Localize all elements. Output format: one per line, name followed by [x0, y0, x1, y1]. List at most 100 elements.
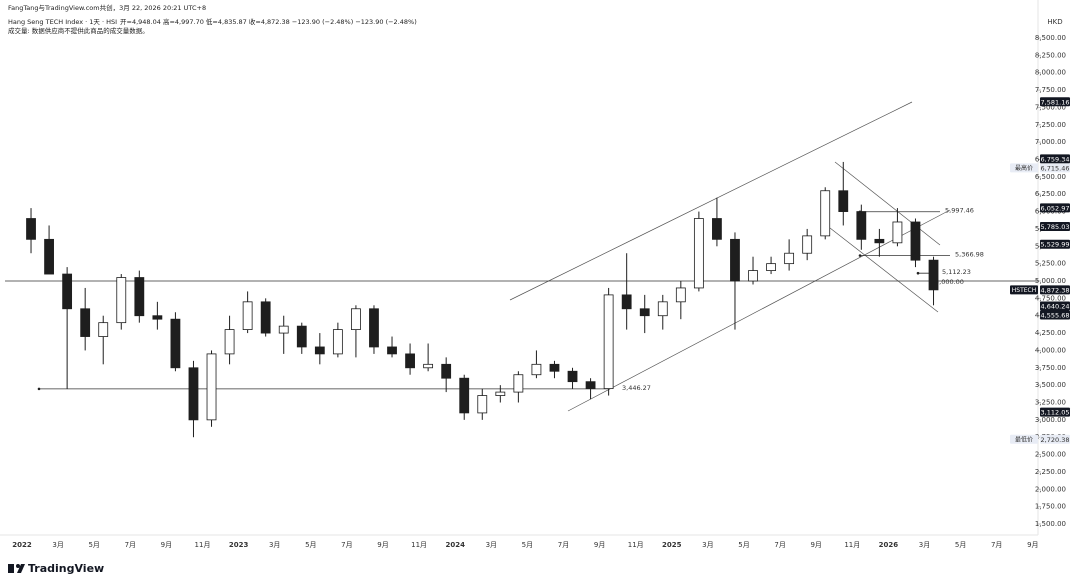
- level-anchor: [916, 271, 920, 275]
- candle-body: [693, 218, 704, 289]
- y-tick-label: 4,750.00: [1035, 294, 1066, 302]
- candle-body: [874, 238, 885, 244]
- candle-body: [242, 301, 253, 331]
- price-tag: HSTECH: [1012, 287, 1036, 294]
- candle-body: [495, 391, 506, 396]
- y-tick-label: 6,500.00: [1035, 173, 1066, 181]
- logo: TradingView: [8, 562, 104, 575]
- level-label: 5,366.98: [955, 251, 984, 259]
- level-label: 5,112.23: [942, 268, 971, 276]
- x-tick-label: 2023: [229, 541, 249, 549]
- y-tick-label: 1,750.00: [1035, 503, 1066, 511]
- candle-body: [928, 259, 939, 291]
- y-tick-label: 5,000.00: [1035, 277, 1066, 285]
- logo-text: TradingView: [28, 562, 104, 575]
- candle-body: [116, 277, 127, 324]
- x-tick-label: 7月: [341, 541, 352, 549]
- candle-body: [910, 221, 921, 261]
- candle-body: [838, 190, 849, 212]
- price-box: [1040, 434, 1070, 444]
- x-tick-label: 7月: [125, 541, 136, 549]
- candle-body: [206, 353, 217, 421]
- candle-body: [332, 329, 343, 355]
- y-tick-label: 6,250.00: [1035, 190, 1066, 198]
- credit: FangTang与TradingView.com共创，3月 22, 2026 2…: [8, 3, 206, 12]
- trend-line: [509, 101, 913, 301]
- candle-body: [513, 374, 524, 393]
- candle-body: [748, 270, 758, 282]
- candle-body: [98, 322, 109, 337]
- candle-body: [892, 221, 903, 244]
- candle-body: [549, 363, 560, 372]
- volume-note: 成交量: 数据供应商不提供此商品的成交量数据。: [8, 26, 149, 35]
- currency: HKD: [1047, 18, 1062, 26]
- price-box: [1040, 203, 1070, 213]
- candle-body: [856, 211, 867, 240]
- x-tick-label: 3月: [919, 541, 930, 549]
- x-tick-label: 5月: [305, 541, 316, 549]
- price-tag: 最低价: [1015, 435, 1033, 443]
- x-tick-label: 11月: [195, 541, 211, 549]
- candle-body: [675, 287, 686, 303]
- candle-body: [477, 395, 488, 414]
- price-label: 6,715.46: [1041, 164, 1070, 172]
- x-tick-label: 5月: [522, 541, 533, 549]
- price-tag-box: [1010, 285, 1038, 295]
- candle-body: [802, 235, 813, 254]
- level-label: 3,446.27: [622, 384, 651, 392]
- candle-body: [188, 367, 199, 421]
- x-tick-label: 3月: [269, 541, 280, 549]
- trend-line: [834, 161, 941, 246]
- candle-body: [351, 308, 361, 330]
- y-tick-label: 2,000.00: [1035, 485, 1066, 493]
- price-box: [1040, 163, 1070, 173]
- x-tick-label: 7月: [774, 541, 785, 549]
- x-tick-label: 9月: [594, 541, 605, 549]
- logo-mark: [8, 564, 14, 573]
- y-tick-label: 8,000.00: [1035, 69, 1066, 77]
- price-label: 5,529.99: [1041, 241, 1070, 249]
- price-label: 3,112.05: [1041, 409, 1070, 417]
- x-tick-label: 5月: [955, 541, 966, 549]
- candle-body: [621, 294, 632, 310]
- candle-body: [730, 238, 740, 282]
- candle-body: [296, 325, 307, 348]
- candle-body: [784, 252, 795, 265]
- y-tick-label: 3,250.00: [1035, 399, 1066, 407]
- symbol: Hang Seng TECH Index · 1天 · HSI: [8, 18, 117, 26]
- candle-body: [170, 318, 181, 369]
- logo-mark: [17, 564, 25, 573]
- candle-body: [820, 190, 831, 237]
- price-box: [1040, 239, 1070, 249]
- y-tick-label: 7,500.00: [1035, 103, 1066, 111]
- x-tick-label: 11月: [844, 541, 860, 549]
- price-box: [1040, 407, 1070, 417]
- candle-body: [531, 363, 542, 376]
- x-tick-label: 9月: [161, 541, 172, 549]
- level-anchor: [858, 254, 862, 257]
- x-tick-label: 11月: [411, 541, 427, 549]
- x-tick-label: 2024: [445, 541, 465, 549]
- y-tick-label: 4,000.00: [1035, 346, 1066, 354]
- y-tick-label: 2,250.00: [1035, 468, 1066, 476]
- candle-body: [459, 377, 470, 414]
- candle-body: [224, 329, 235, 355]
- candle-body: [62, 273, 73, 310]
- price-box: [1040, 97, 1070, 107]
- price-label: 4,555.68: [1041, 311, 1070, 319]
- candle-body: [134, 277, 145, 317]
- price-label: 6,052.97: [1041, 204, 1070, 212]
- level-label: 5,000.00: [935, 278, 964, 286]
- price-label: 7,581.16: [1041, 98, 1070, 106]
- logo-mark: [16, 564, 20, 568]
- x-tick-label: 9月: [1027, 541, 1038, 549]
- y-tick-label: 4,250.00: [1035, 329, 1066, 337]
- y-tick-label: 3,750.00: [1035, 364, 1066, 372]
- y-tick-label: 1,500.00: [1035, 520, 1066, 528]
- candle-body: [657, 301, 668, 317]
- candle-body: [278, 325, 289, 334]
- candle-body: [423, 363, 434, 369]
- candle-body: [712, 218, 722, 240]
- x-tick-label: 9月: [810, 541, 821, 549]
- price-tag-box: [1010, 163, 1038, 173]
